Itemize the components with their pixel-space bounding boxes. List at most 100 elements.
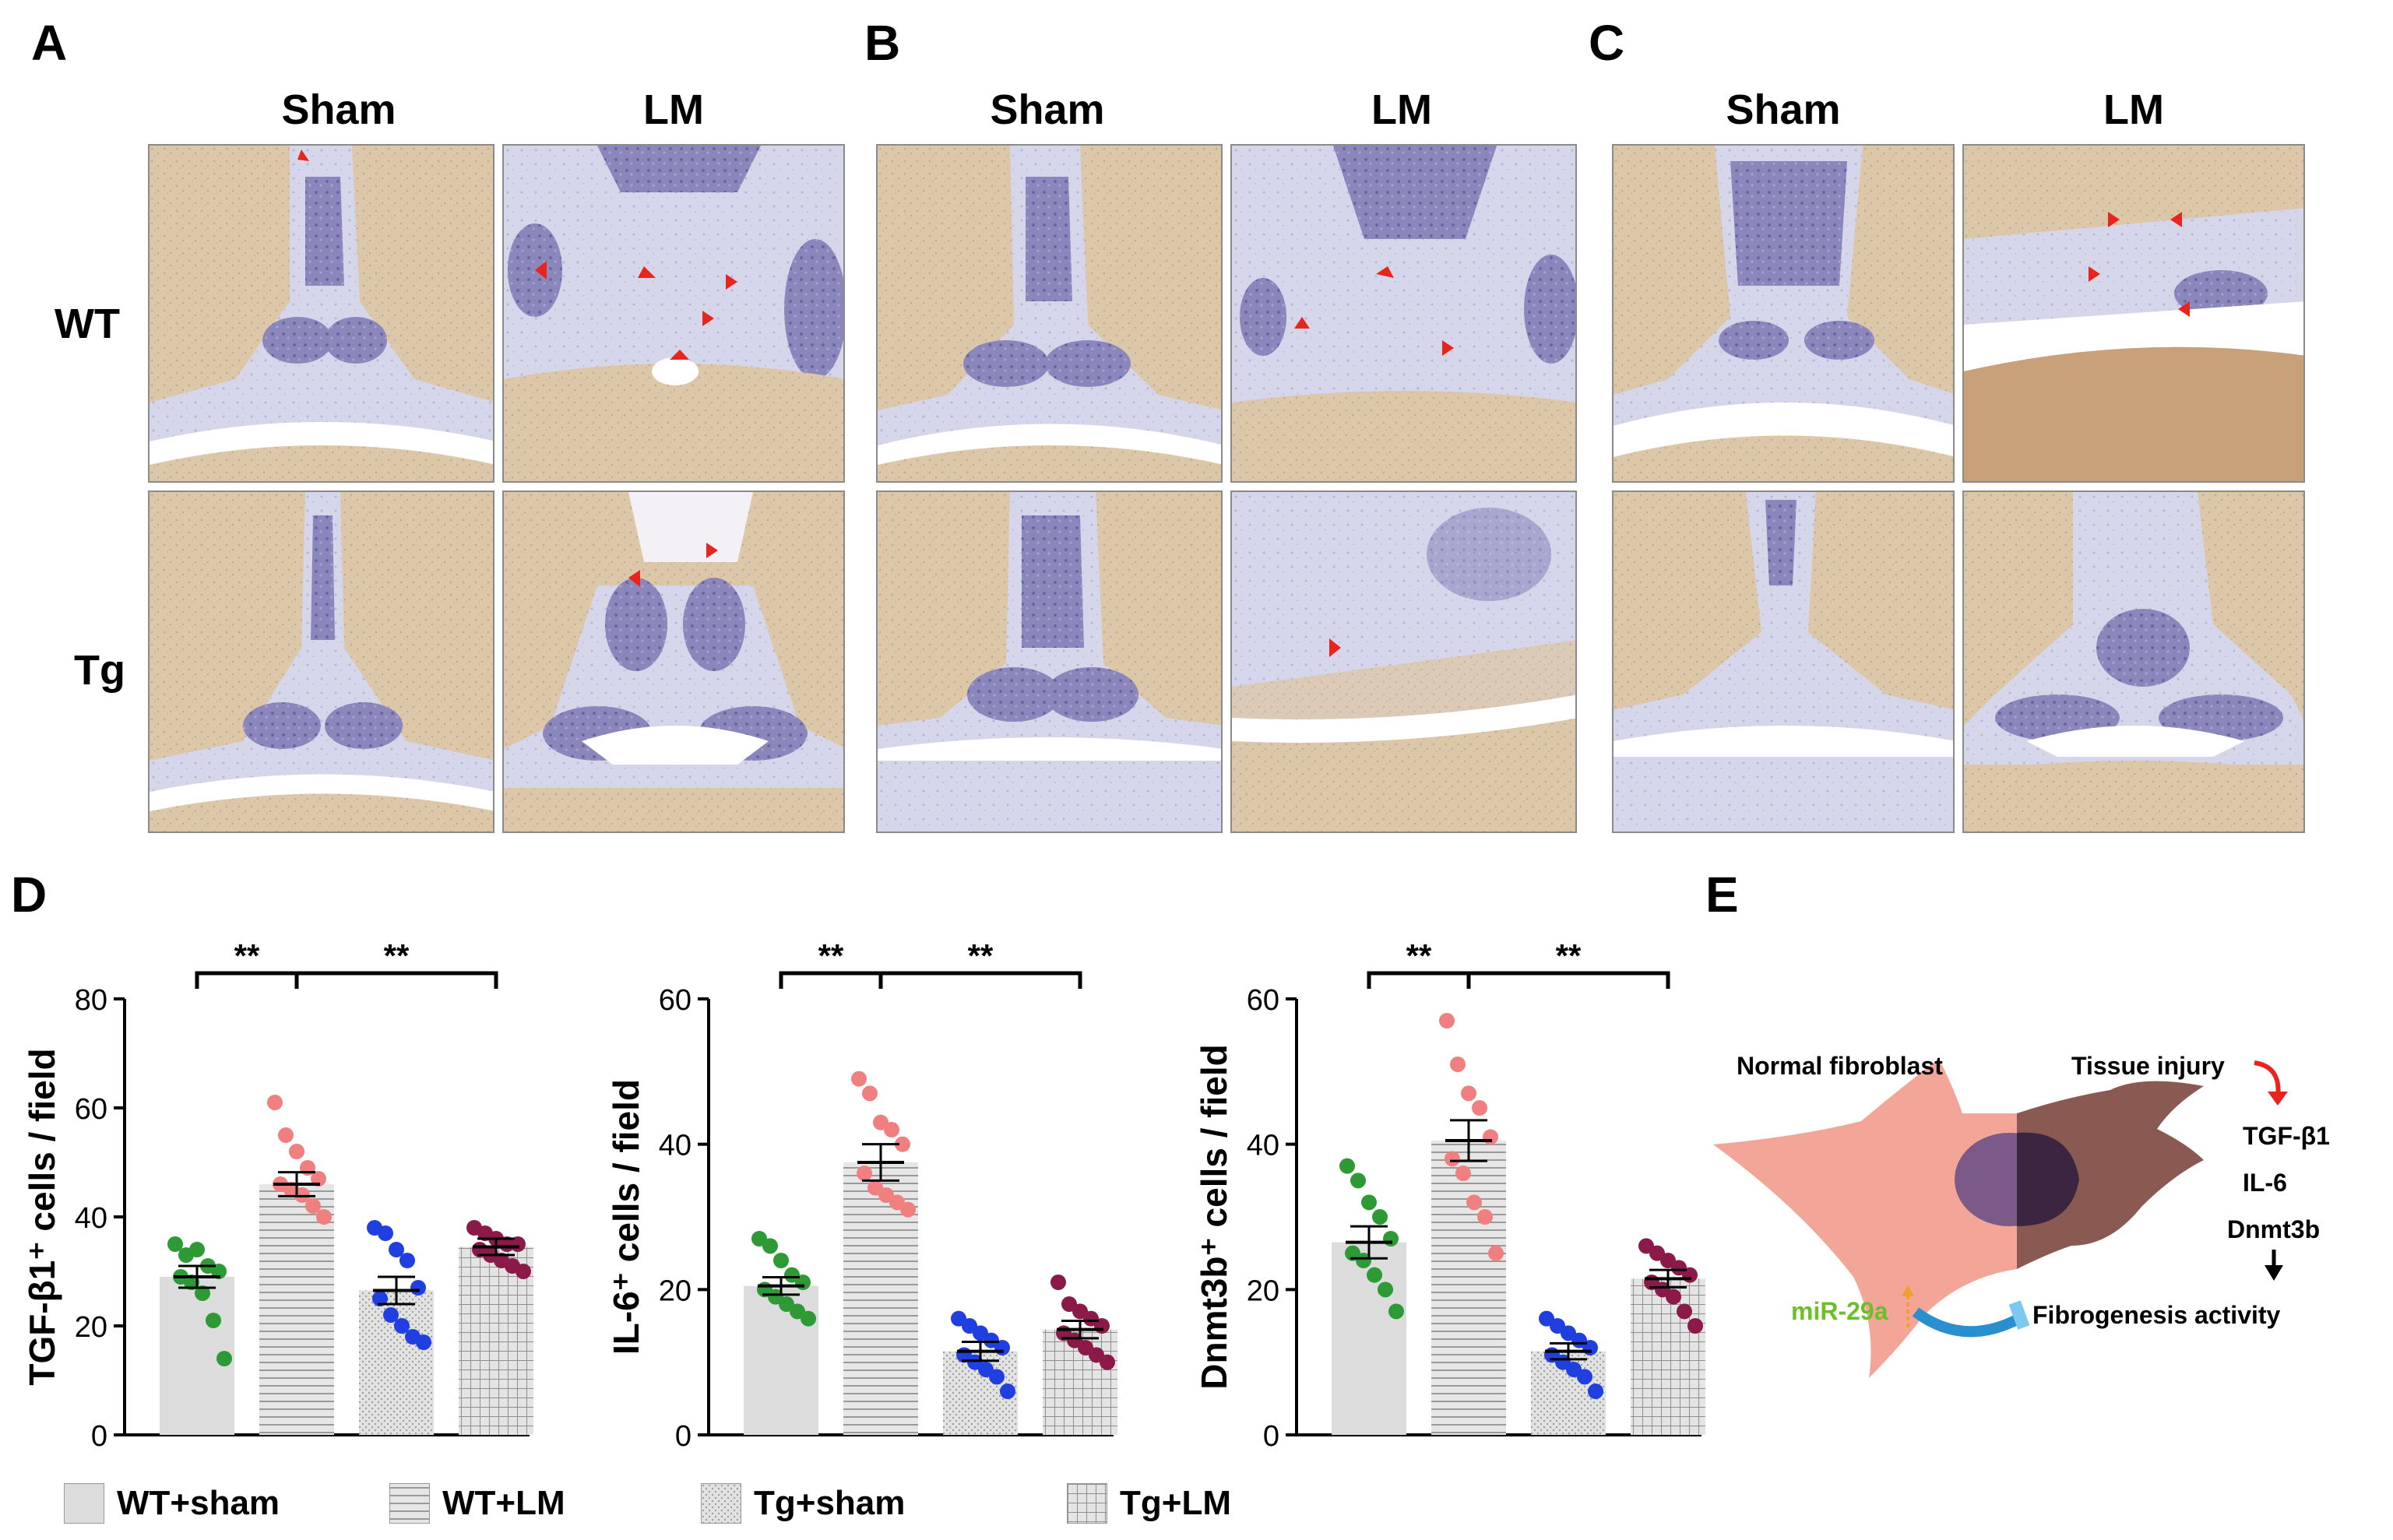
- data-point: [1367, 1267, 1382, 1283]
- data-point: [1356, 1253, 1371, 1268]
- mirna-label: miR-29a: [1791, 1297, 1888, 1325]
- data-point: [1466, 1194, 1482, 1211]
- data-point: [195, 1285, 210, 1301]
- inhibition-arc-icon: [1912, 1307, 2020, 1338]
- data-point: [895, 1136, 910, 1152]
- significance-label: **: [968, 937, 994, 974]
- marker-dnmt3b: Dnmt3b: [2227, 1215, 2320, 1243]
- fibrogenesis-label: Fibrogenesis activity: [2032, 1301, 2281, 1329]
- data-point: [378, 1225, 393, 1241]
- bar: [1431, 1141, 1506, 1435]
- data-point: [189, 1242, 205, 1257]
- data-point: [1350, 1173, 1366, 1189]
- data-point: [857, 1166, 872, 1181]
- micrograph-c-wt-lm: [1962, 144, 2305, 483]
- data-point: [1445, 1151, 1460, 1167]
- data-point: [851, 1071, 867, 1087]
- data-point: [900, 1201, 916, 1218]
- y-axis-label: IL-6⁺ cells / field: [606, 1079, 646, 1355]
- nucleus-right: [2017, 1132, 2079, 1226]
- data-point: [762, 1238, 778, 1254]
- col-label-a-sham: Sham: [281, 86, 396, 133]
- significance-bracket: [1367, 971, 1471, 989]
- chart-il6: 0 20 40 60 IL-6⁺ cells / field ** **: [606, 937, 1117, 1453]
- y-tick-label: 60: [1247, 984, 1279, 1017]
- panel-letter-d: D: [11, 867, 48, 923]
- panel-letter-b: B: [864, 15, 901, 71]
- data-point: [1488, 1245, 1504, 1261]
- legend-label: Tg+LM: [1120, 1484, 1231, 1522]
- tissue-injury-label: Tissue injury: [2071, 1052, 2225, 1080]
- data-point: [267, 1095, 283, 1110]
- y-tick-label: 0: [675, 1420, 692, 1453]
- mirna-arrowhead-icon: [1902, 1285, 1914, 1296]
- data-point: [989, 1369, 1005, 1385]
- inhibition-bar-icon: [2008, 1300, 2030, 1330]
- data-point: [1450, 1057, 1466, 1072]
- data-point: [1378, 1282, 1393, 1298]
- data-point: [773, 1253, 789, 1268]
- bar: [259, 1184, 334, 1435]
- significance-bracket: [878, 971, 1082, 989]
- normal-fibroblast-cell: [1713, 1059, 2017, 1378]
- data-point: [416, 1334, 431, 1350]
- data-point: [884, 1122, 899, 1137]
- significance-bracket: [779, 971, 883, 989]
- legend-label: WT+LM: [442, 1484, 565, 1522]
- data-point: [394, 1318, 410, 1334]
- significance-bracket: [195, 971, 299, 989]
- data-point: [1050, 1275, 1066, 1290]
- marker-tgf-b1: TGF-β1: [2243, 1122, 2330, 1150]
- marker-il6: IL-6: [2243, 1169, 2287, 1197]
- data-point: [1383, 1231, 1399, 1246]
- row-label-wt: WT: [55, 301, 120, 347]
- legend-swatch-dots: [701, 1483, 741, 1524]
- col-label-c-sham: Sham: [1726, 86, 1841, 133]
- injury-arrowhead-icon: [2268, 1092, 2288, 1106]
- data-point: [1100, 1354, 1115, 1370]
- y-tick-label: 60: [659, 984, 692, 1017]
- data-point: [410, 1280, 426, 1296]
- data-point: [1483, 1129, 1498, 1145]
- chart-dnmt3b: 0 20 40 60 Dnmt3b⁺ cells / field ** **: [1194, 937, 1705, 1453]
- data-point: [1000, 1384, 1015, 1399]
- data-point: [216, 1351, 232, 1366]
- col-label-c-lm: LM: [2103, 86, 2164, 133]
- significance-label: **: [384, 937, 410, 974]
- micrograph-c-tg-lm: [1962, 490, 2305, 833]
- activated-fibroblast-cell: [2017, 1081, 2204, 1269]
- data-point: [862, 1085, 878, 1102]
- micrograph-a-wt-lm: [502, 144, 845, 483]
- legend-label: WT+sham: [117, 1484, 280, 1522]
- micrograph-b-wt-sham: [876, 144, 1223, 483]
- significance-label: **: [1406, 937, 1432, 974]
- y-axis-label: Dnmt3b⁺ cells / field: [1194, 1044, 1234, 1390]
- legend-swatch-solid: [64, 1483, 104, 1524]
- down-arrowhead-icon: [2265, 1265, 2283, 1281]
- y-tick-label: 20: [75, 1311, 107, 1344]
- data-point: [1666, 1289, 1681, 1305]
- data-point: [1687, 1318, 1703, 1334]
- data-point: [289, 1144, 304, 1159]
- data-point: [801, 1310, 816, 1327]
- micrograph-b-wt-lm: [1230, 144, 1577, 483]
- significance-bracket: [1466, 971, 1670, 989]
- data-point: [316, 1209, 332, 1225]
- micrograph-b-tg-sham: [876, 490, 1223, 833]
- data-point: [389, 1242, 404, 1257]
- legend-swatch-horizontal: [389, 1483, 430, 1524]
- data-point: [1361, 1194, 1377, 1211]
- data-point: [1439, 1013, 1455, 1028]
- significance-label: **: [818, 937, 844, 974]
- micrograph-b-tg-lm: [1230, 490, 1577, 833]
- data-point: [278, 1127, 294, 1143]
- panel-letter-e: E: [1705, 867, 1739, 923]
- y-axis-label: TGF-β1⁺ cells / field: [22, 1048, 62, 1385]
- data-point: [1472, 1100, 1487, 1116]
- bar: [1631, 1278, 1705, 1435]
- y-tick-label: 20: [659, 1275, 692, 1307]
- data-point: [1339, 1158, 1355, 1174]
- legend-swatch-grid: [1067, 1483, 1107, 1524]
- data-point: [1455, 1166, 1471, 1181]
- col-label-a-lm: LM: [643, 86, 704, 133]
